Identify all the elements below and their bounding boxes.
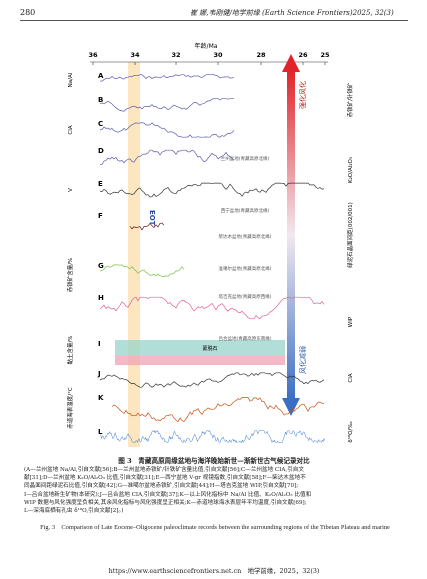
tick-label: 30 <box>213 51 223 59</box>
record-curve <box>99 98 234 112</box>
record-curve <box>99 264 185 278</box>
tick-label: 26 <box>298 51 308 59</box>
panel-letter: B <box>98 96 103 104</box>
caption-title: 图 3 青藏高原周缘盆地与海洋晚始新世—渐新世古气候记录对比 <box>118 457 310 465</box>
record-curve <box>129 222 165 231</box>
tick-label: 36 <box>88 51 98 59</box>
header-rule <box>20 20 408 21</box>
caption-line: I—吕合盆地新生矿物(本研究);J—吕合盆地 CIA,引自文献[37];K—以上… <box>24 491 312 498</box>
caption-line: 同晶面间距绿泥石比值,引自文献[42];G—准噶尔盆地赤铁矿,引自文献[44];… <box>24 483 299 490</box>
panel-letter: K <box>98 394 104 402</box>
panel-letter: G <box>98 262 104 270</box>
y-axis-label: CIA <box>68 125 74 134</box>
y-axis-label: 黏土含量/% <box>66 335 74 364</box>
panel-letter: E <box>98 180 103 188</box>
axis-title: 年龄/Ma <box>195 42 218 50</box>
y-axis-label: Na/Al <box>68 72 74 87</box>
arrow-label: 风化减弱 <box>298 346 307 374</box>
arrow-head-down <box>282 398 300 416</box>
panel-letter: F <box>98 212 103 220</box>
panel-letter: I <box>98 340 101 348</box>
y-axis-label: 赤铁矿含量/% <box>66 258 74 293</box>
caption-line: WIP 数据与风化强度呈负相关,其余风化指标与风化强度呈正相关;K—赤道地球海水… <box>24 499 307 506</box>
record-curve <box>99 372 325 388</box>
basin-label: 塔吉克盆地(青藏高原西缘) <box>218 293 271 300</box>
record-curve <box>99 122 235 138</box>
caption-line: (A—兰州盆地 Na/Al,引自文献[56];B—兰州盆地赤铁矿/针铁矿含量比值… <box>24 467 304 473</box>
basin-label: 吕合盆地(青藏高原东南缘) <box>218 335 271 342</box>
mineral-label: 蒙脱石 <box>202 345 217 352</box>
basin-label: 兰州盆地(青藏高原北缘) <box>221 155 270 162</box>
y2-axis-label: CIA <box>348 373 354 382</box>
caption-english: Fig. 3 Comparison of Late Eocene–Oligoce… <box>40 524 390 531</box>
panel-letter: C <box>98 120 103 128</box>
basin-label: 西宁盆地(青藏高原北缘) <box>221 207 270 214</box>
tick-label: 34 <box>130 51 140 59</box>
record-curve <box>99 429 326 444</box>
mineral-band <box>115 340 285 356</box>
y2-axis-label: 绿泥石晶面间距(002/001) <box>346 202 354 268</box>
record-curve <box>99 74 235 82</box>
panel-letter: D <box>98 147 104 155</box>
record-curve <box>111 397 325 423</box>
panel-letter: H <box>98 294 104 302</box>
y-axis-label: V <box>68 188 74 192</box>
basin-label: 准噶尔盆地(青藏高原北缘) <box>218 265 271 272</box>
eot-band <box>128 62 140 447</box>
panel-letter: L <box>98 428 103 436</box>
y2-axis-label: WIP <box>348 316 354 327</box>
caption-line: 献[31];D—兰州盆地 K₂O/Al₂O₃ 比值,引自文献[31];E—西宁盆… <box>24 475 306 482</box>
record-curve <box>99 149 235 165</box>
tick-label: 28 <box>256 51 266 59</box>
panel-letter: A <box>98 72 104 80</box>
footer: https://www.earthsciencefrontiers.net.cn… <box>108 567 320 575</box>
y2-axis-label: K₂O/Al₂O₃ <box>348 157 354 183</box>
record-curve <box>99 296 325 320</box>
arrow-label: 强化风化 <box>298 81 307 109</box>
panel-letter: J <box>97 370 101 378</box>
event-label: EOT <box>148 210 156 226</box>
figure: 年龄/Ma 36 34 32 30 28 26 25 A B C D E F G H I J K L EOT Na/Al C… <box>66 42 354 447</box>
running-header: 崔 娜,韦刚健/地学前缘 (Earth Science Frontiers)20… <box>190 9 394 17</box>
record-curve <box>99 182 325 198</box>
y2-axis-label: 赤铁矿/针铁矿 <box>346 82 354 117</box>
page-number: 280 <box>20 8 36 17</box>
y-axis-label: 赤道海表温度/°C <box>66 387 74 429</box>
basin-label: 柴达木盆地(青藏高原北缘) <box>218 233 271 240</box>
y2-axis-label: δ¹⁸O/‰ <box>347 421 354 443</box>
tick-label: 32 <box>171 51 180 59</box>
caption-line: L—深海底栖有孔虫 δ¹⁸O,引自文献[2]。) <box>24 508 124 515</box>
caption-body: (A—兰州盆地 Na/Al,引自文献[56];B—兰州盆地赤铁矿/针铁矿含量比值… <box>24 466 406 515</box>
arrow-head-up <box>282 54 300 72</box>
mineral-band <box>115 356 285 365</box>
tick-label: 25 <box>320 51 330 59</box>
arrow-shaft <box>287 70 295 400</box>
